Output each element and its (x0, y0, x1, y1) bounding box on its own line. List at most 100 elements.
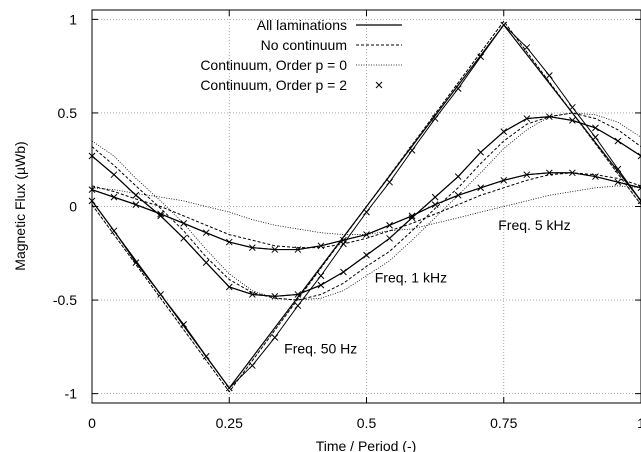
legend-label: Continuum, Order p = 2 (200, 77, 347, 93)
x-tick-label: 0.25 (216, 415, 243, 431)
data-point-marker (545, 72, 553, 79)
data-point-marker (271, 246, 279, 253)
data-point-marker (408, 214, 416, 222)
legend-item-all-laminations: All laminations (257, 17, 402, 33)
data-point-marker (614, 137, 622, 145)
legend-label: No continuum (261, 37, 347, 53)
data-point-marker (363, 208, 370, 216)
series-freq-5-khz-continuum-order-p-0 (91, 185, 641, 235)
series-line-freq-5-khz-continuum-order-p-0 (91, 185, 641, 235)
y-tick-label: 1 (69, 11, 77, 27)
data-point-marker (614, 165, 622, 173)
data-point-marker (110, 193, 118, 201)
data-point-marker (132, 191, 140, 199)
data-point-marker (569, 103, 576, 111)
data-point-marker (110, 171, 118, 179)
data-point-marker (523, 171, 531, 179)
series-freq-5-khz-no-continuum (91, 172, 641, 249)
data-point-marker (132, 259, 140, 266)
data-point-marker (180, 219, 188, 227)
data-point-marker (317, 281, 325, 289)
data-point-marker (157, 291, 164, 298)
y-tick-label: 0 (69, 199, 77, 215)
data-point-marker (294, 246, 302, 253)
data-point-marker (408, 212, 416, 220)
data-point-marker (202, 229, 210, 237)
legend-item-continuum-order-p-2: Continuum, Order p = 2 (200, 77, 383, 93)
data-point-marker (454, 191, 462, 199)
data-point-marker (431, 193, 439, 201)
data-point-marker (545, 169, 553, 177)
data-point-marker (569, 117, 576, 124)
data-point-marker (523, 115, 531, 122)
data-point-marker (363, 251, 370, 259)
data-point-marker (637, 184, 641, 192)
x-axis-title: Time / Period (-) (316, 438, 417, 452)
x-tick-label: 1 (637, 415, 641, 431)
data-point-marker (500, 21, 508, 29)
data-point-marker (431, 115, 439, 122)
data-point-marker (386, 221, 393, 229)
data-point-marker (180, 234, 188, 242)
x-tick-label: 0.5 (357, 415, 377, 431)
axis-ticks: 0 0.25 0.5 0.75 1 -1 -0.5 0 0.5 1 (53, 10, 641, 431)
annotation-freq-5-khz: Freq. 5 kHz (498, 217, 570, 233)
legend: All laminations No continuum Continuum, Or… (200, 17, 402, 93)
plot-series (88, 20, 641, 393)
data-point-marker (271, 334, 279, 341)
series-freq-1-khz-continuum-order-p-2 (88, 113, 641, 300)
data-point-marker (317, 272, 325, 280)
data-point-marker (386, 234, 393, 242)
data-point-marker (110, 227, 118, 235)
annotations: Freq. 50 Hz Freq. 1 kHz Freq. 5 kHz (284, 217, 570, 357)
data-point-marker (592, 173, 599, 180)
data-point-marker (592, 124, 599, 132)
data-point-marker (180, 321, 188, 328)
legend-label: All laminations (257, 17, 347, 33)
data-point-marker (248, 291, 256, 298)
series-line-freq-5-khz-no-continuum (91, 172, 641, 249)
annotation-freq-50-hz: Freq. 50 Hz (284, 341, 357, 357)
y-tick-label: -1 (65, 386, 78, 402)
data-point-marker (157, 210, 164, 218)
data-point-marker (386, 178, 393, 186)
data-point-marker (614, 178, 622, 186)
data-point-marker (477, 148, 485, 156)
legend-sample-cross (375, 81, 383, 89)
annotation-freq-1-khz: Freq. 1 kHz (375, 270, 447, 286)
data-point-marker (454, 85, 462, 92)
data-point-marker (477, 53, 485, 61)
data-point-marker (225, 238, 233, 246)
data-point-marker (248, 362, 256, 369)
data-point-marker (225, 384, 233, 392)
x-tick-label: 0.75 (490, 415, 517, 431)
data-point-marker (500, 176, 508, 184)
data-point-marker (271, 292, 279, 300)
data-point-marker (454, 173, 462, 180)
legend-label: Continuum, Order p = 0 (200, 57, 347, 73)
data-point-marker (569, 169, 576, 177)
data-point-marker (202, 259, 210, 266)
data-point-marker (592, 133, 599, 141)
data-point-marker (408, 147, 416, 154)
data-point-marker (317, 242, 325, 250)
data-point-marker (202, 352, 210, 360)
data-point-marker (477, 184, 485, 192)
x-tick-label: 0 (88, 415, 96, 431)
data-point-marker (132, 201, 140, 208)
data-point-marker (637, 197, 641, 205)
data-point-marker (294, 291, 302, 298)
y-axis-title: Magnetic Flux (µWb) (12, 141, 28, 270)
data-point-marker (340, 236, 347, 244)
data-point-marker (523, 44, 531, 51)
data-point-marker (431, 201, 439, 208)
data-point-marker (294, 302, 302, 310)
data-point-marker (545, 113, 553, 121)
data-point-marker (363, 231, 370, 238)
legend-item-no-continuum: No continuum (261, 37, 402, 53)
grid-lines (92, 10, 641, 403)
data-point-marker (225, 283, 233, 291)
y-tick-label: -0.5 (53, 292, 77, 308)
data-point-marker (248, 244, 256, 252)
y-tick-label: 0.5 (58, 105, 78, 121)
